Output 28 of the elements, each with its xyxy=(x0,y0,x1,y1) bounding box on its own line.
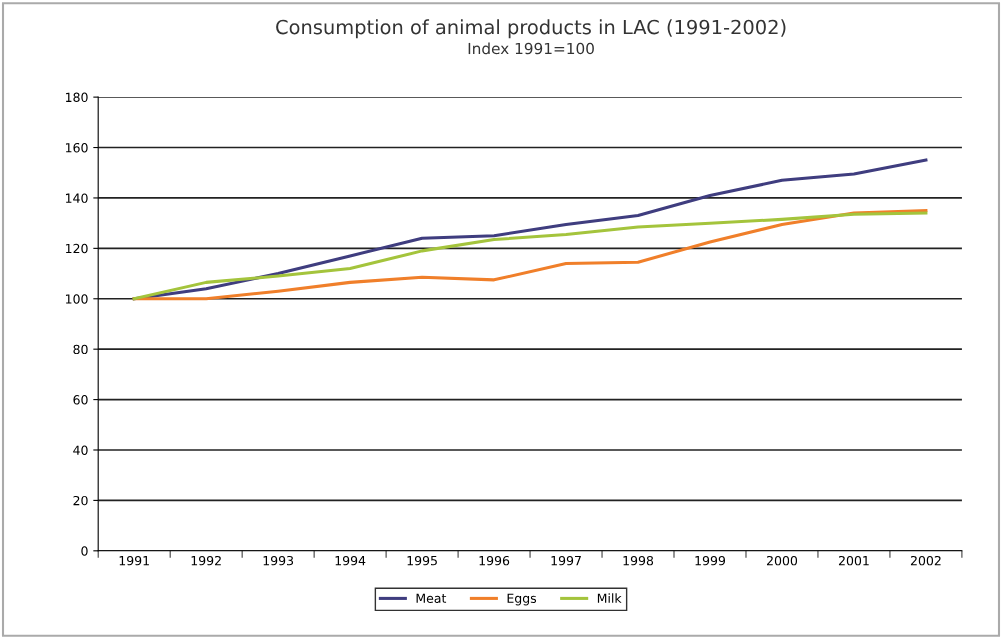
x-tick-label: 1998 xyxy=(623,555,654,566)
x-tick-label: 2002 xyxy=(910,555,941,566)
y-tick-label: 120 xyxy=(65,243,88,254)
x-tick-label: 1995 xyxy=(407,555,437,566)
legend-label: Eggs xyxy=(507,593,537,606)
y-tick-label: 0 xyxy=(81,546,88,556)
x-tick-label: 1991 xyxy=(119,555,149,566)
y-tick-label: 40 xyxy=(73,445,88,455)
y-tick-label: 180 xyxy=(65,92,88,103)
legend-label: Meat xyxy=(416,593,447,603)
x-tick-label: 1997 xyxy=(551,555,581,566)
x-tick-label: 1999 xyxy=(695,555,726,566)
y-tick-label: 160 xyxy=(65,143,88,153)
x-tick-label: 1992 xyxy=(191,555,221,566)
y-tick-label: 60 xyxy=(73,395,88,405)
x-tick-label: 1996 xyxy=(479,555,510,566)
y-tick-label: 140 xyxy=(65,193,88,203)
x-tick-label: 2000 xyxy=(766,555,798,566)
x-tick-label: 1993 xyxy=(263,555,294,566)
x-tick-label: 1994 xyxy=(335,555,366,566)
y-tick-label: 80 xyxy=(73,344,88,355)
chart-subtitle: Index 1991=100 xyxy=(468,42,594,55)
x-tick-label: 2001 xyxy=(838,555,869,566)
chart-title: Consumption of animal products in LAC (1991-2002) xyxy=(276,19,786,39)
y-tick-label: 20 xyxy=(73,495,88,506)
legend-label: Milk xyxy=(597,593,622,603)
y-tick-label: 100 xyxy=(65,294,88,304)
line-series xyxy=(132,158,928,301)
